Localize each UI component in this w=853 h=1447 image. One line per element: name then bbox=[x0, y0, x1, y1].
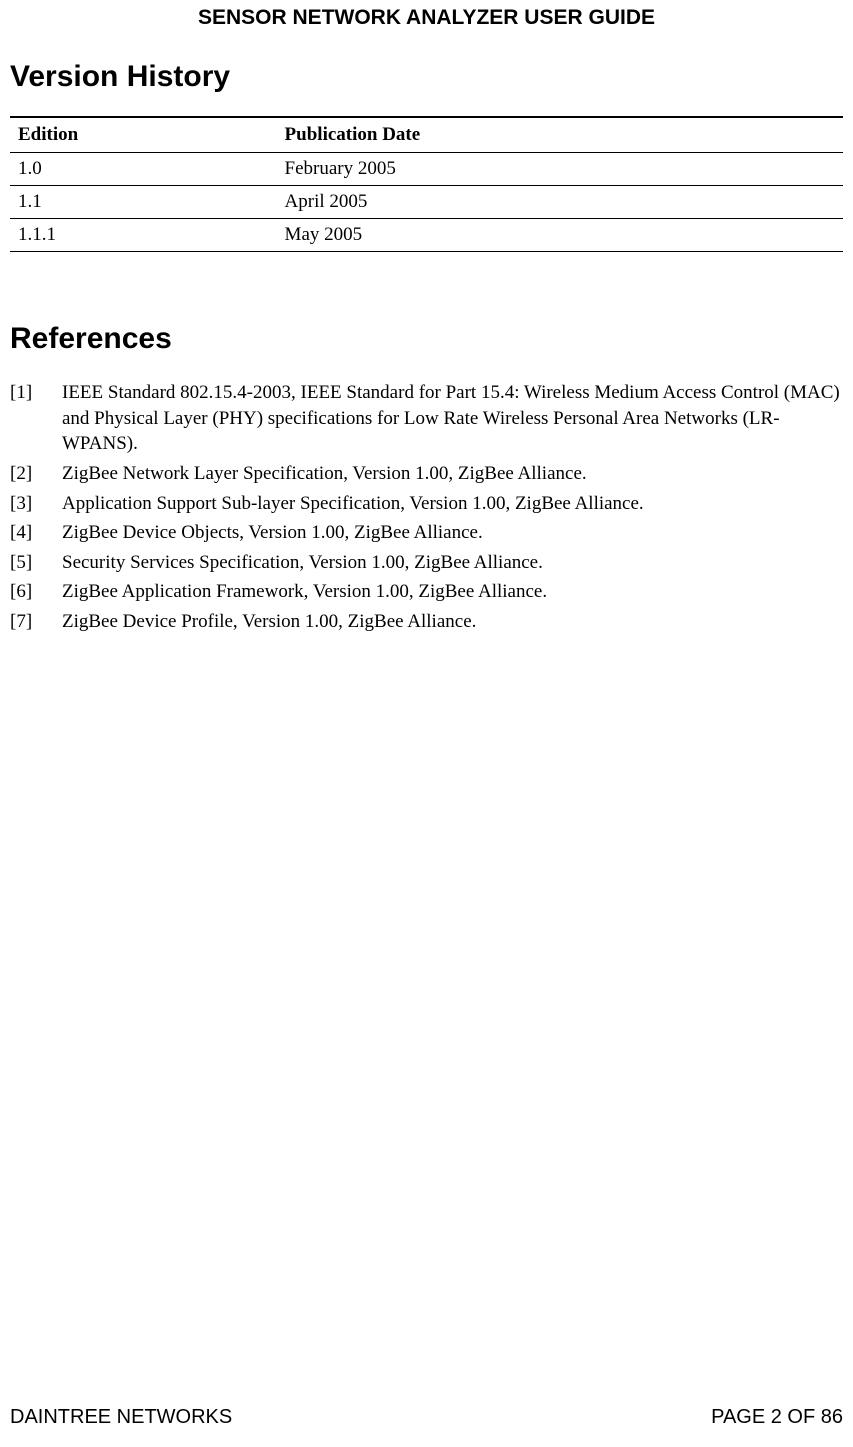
page-footer: DAINTREE NETWORKS PAGE 2 OF 86 bbox=[10, 1406, 843, 1429]
references-section: References [1] IEEE Standard 802.15.4-20… bbox=[10, 322, 843, 635]
footer-company: DAINTREE NETWORKS bbox=[10, 1406, 232, 1429]
reference-text: ZigBee Network Layer Specification, Vers… bbox=[62, 461, 843, 487]
reference-item: [2] ZigBee Network Layer Specification, … bbox=[10, 461, 843, 487]
table-header-row: Edition Publication Date bbox=[10, 117, 843, 153]
version-history-table: Edition Publication Date 1.0 February 20… bbox=[10, 116, 843, 252]
footer-page-number: PAGE 2 OF 86 bbox=[711, 1406, 843, 1429]
table-row: 1.1 April 2005 bbox=[10, 186, 843, 219]
reference-item: [3] Application Support Sub-layer Specif… bbox=[10, 491, 843, 517]
table-cell-edition: 1.1 bbox=[10, 186, 277, 219]
reference-item: [7] ZigBee Device Profile, Version 1.00,… bbox=[10, 609, 843, 635]
table-cell-date: May 2005 bbox=[277, 219, 843, 252]
table-cell-edition: 1.0 bbox=[10, 153, 277, 186]
reference-text: ZigBee Device Objects, Version 1.00, Zig… bbox=[62, 520, 843, 546]
reference-text: ZigBee Application Framework, Version 1.… bbox=[62, 579, 843, 605]
version-history-heading: Version History bbox=[10, 60, 843, 94]
table-header-edition: Edition bbox=[10, 117, 277, 153]
references-heading: References bbox=[10, 322, 843, 356]
reference-list: [1] IEEE Standard 802.15.4-2003, IEEE St… bbox=[10, 380, 843, 635]
reference-text: IEEE Standard 802.15.4-2003, IEEE Standa… bbox=[62, 380, 843, 457]
reference-number: [5] bbox=[10, 550, 62, 576]
table-cell-edition: 1.1.1 bbox=[10, 219, 277, 252]
reference-text: ZigBee Device Profile, Version 1.00, Zig… bbox=[62, 609, 843, 635]
reference-text: Security Services Specification, Version… bbox=[62, 550, 843, 576]
table-header-date: Publication Date bbox=[277, 117, 843, 153]
reference-number: [7] bbox=[10, 609, 62, 635]
table-row: 1.0 February 2005 bbox=[10, 153, 843, 186]
reference-number: [4] bbox=[10, 520, 62, 546]
reference-item: [1] IEEE Standard 802.15.4-2003, IEEE St… bbox=[10, 380, 843, 457]
reference-number: [6] bbox=[10, 579, 62, 605]
table-cell-date: April 2005 bbox=[277, 186, 843, 219]
reference-item: [6] ZigBee Application Framework, Versio… bbox=[10, 579, 843, 605]
reference-text: Application Support Sub-layer Specificat… bbox=[62, 491, 843, 517]
reference-item: [4] ZigBee Device Objects, Version 1.00,… bbox=[10, 520, 843, 546]
version-history-section: Version History Edition Publication Date… bbox=[10, 60, 843, 252]
table-row: 1.1.1 May 2005 bbox=[10, 219, 843, 252]
reference-number: [1] bbox=[10, 380, 62, 457]
reference-number: [2] bbox=[10, 461, 62, 487]
table-cell-date: February 2005 bbox=[277, 153, 843, 186]
reference-item: [5] Security Services Specification, Ver… bbox=[10, 550, 843, 576]
reference-number: [3] bbox=[10, 491, 62, 517]
page-header-title: SENSOR NETWORK ANALYZER USER GUIDE bbox=[10, 0, 843, 60]
